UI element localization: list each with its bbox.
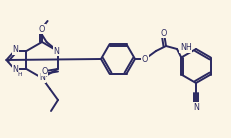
Text: O: O — [161, 29, 167, 38]
Text: N: N — [12, 46, 18, 55]
Text: H: H — [17, 72, 22, 78]
Text: O: O — [41, 67, 48, 75]
Text: N: N — [54, 47, 60, 55]
Text: NH: NH — [180, 43, 192, 52]
Text: N: N — [193, 103, 199, 112]
Text: N: N — [12, 66, 18, 75]
Text: O: O — [39, 25, 45, 34]
Text: O: O — [142, 55, 148, 63]
Text: N: N — [39, 74, 45, 83]
